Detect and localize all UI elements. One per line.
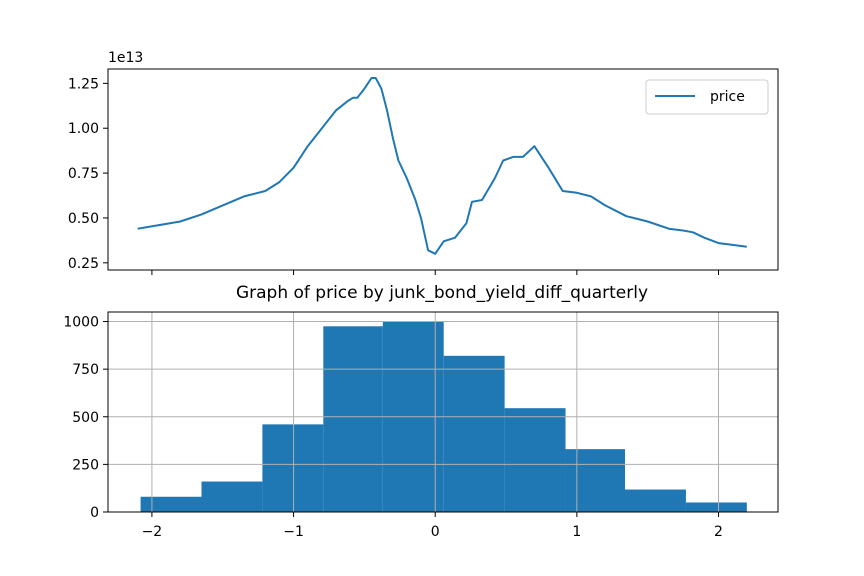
histogram-x-tick-label: 1 [572,524,581,540]
price-line-panel: 0.25 0.50 0.75 1.00 1.25 1e13 price [68,50,779,275]
top-y-tick-label: 1.00 [68,121,99,137]
top-axes-frame [107,68,779,271]
price-series-line [137,77,747,255]
top-y-tick-label: 0.75 [68,166,99,182]
histogram-bar [201,481,263,512]
histogram-y-tick-label: 0 [90,505,99,521]
histogram-bar [262,424,324,512]
histogram-axes-frame [107,311,779,513]
histogram-x-tick-label: −2 [142,524,163,540]
histogram-bar [685,502,747,512]
legend-box [645,79,769,115]
top-y-tick-label: 0.50 [68,211,99,227]
y-offset-label: 1e13 [108,50,143,66]
legend: price [645,79,769,115]
histogram-bar [323,326,383,512]
histogram-y-tick-label: 500 [72,410,99,426]
histogram-x-tick-label: −1 [283,524,304,540]
histogram-title: Graph of price by junk_bond_yield_diff_q… [236,283,648,303]
histogram-y-tick-label: 250 [72,457,99,473]
histogram-plot-area: 0 250 500 750 1000 −2 −1 0 1 2 [63,311,779,540]
histogram-bar [565,449,626,512]
histogram-y-tick-label: 750 [72,362,99,378]
legend-label-price: price [710,89,745,105]
top-y-tick-label: 0.25 [68,256,99,272]
histogram-bar [443,355,505,512]
histogram-x-tick-label: 0 [431,524,440,540]
histogram-bar [140,496,202,512]
top-y-tick-label: 1.25 [68,76,99,92]
histogram-y-tick-label: 1000 [63,315,99,331]
histogram-panel: Graph of price by junk_bond_yield_diff_q… [63,283,779,540]
histogram-bar [625,489,686,512]
histogram-x-tick-label: 2 [714,524,723,540]
price-line-plot-area: 0.25 0.50 0.75 1.00 1.25 [68,68,779,275]
histogram-bar [504,408,566,512]
